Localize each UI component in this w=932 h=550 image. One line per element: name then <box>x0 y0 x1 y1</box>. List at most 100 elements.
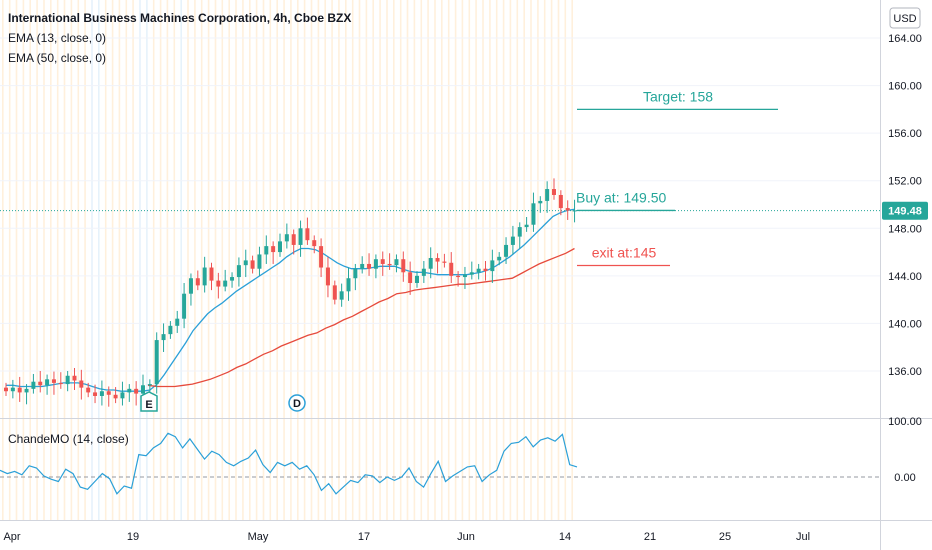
session-stripe <box>194 0 196 520</box>
candle <box>490 249 495 283</box>
candle <box>380 251 385 276</box>
legend-ema50[interactable]: EMA (50, close, 0) <box>8 51 106 65</box>
candle <box>250 255 255 274</box>
candle <box>504 237 509 264</box>
candle <box>58 372 63 389</box>
session-stripe <box>489 0 491 520</box>
session-stripe <box>386 0 388 520</box>
session-stripe <box>550 0 553 520</box>
candle <box>325 256 330 298</box>
session-stripe <box>365 0 368 520</box>
currency-button[interactable]: USD <box>889 7 921 29</box>
candle <box>168 321 173 339</box>
earnings-marker[interactable]: E <box>140 391 158 412</box>
session-stripe <box>207 0 210 520</box>
candle <box>93 384 98 404</box>
candle <box>332 280 337 305</box>
candle <box>435 253 440 274</box>
candle <box>517 222 522 249</box>
session-stripe <box>152 0 155 520</box>
session-stripe <box>214 0 217 520</box>
current-price-badge-bg <box>882 201 928 220</box>
currency-button-label[interactable]: USD <box>893 13 916 25</box>
price-tick-label: 144.00 <box>888 271 922 283</box>
session-stripe <box>77 0 80 520</box>
svg-text:E: E <box>145 399 152 411</box>
session-stripe <box>358 0 361 520</box>
session-stripe <box>125 0 128 520</box>
session-stripe <box>22 0 25 520</box>
candle <box>202 256 207 293</box>
dividend-marker[interactable]: D <box>288 394 306 412</box>
candle <box>449 252 454 283</box>
session-stripe <box>70 0 73 520</box>
candle <box>271 241 276 264</box>
trade-level-annotation[interactable]: Target: 158 <box>577 88 778 111</box>
session-stripe <box>475 0 477 520</box>
trade-level-annotation[interactable]: Buy at: 149.50 <box>576 189 675 212</box>
session-stripe <box>91 0 93 520</box>
candle <box>79 369 84 400</box>
candle <box>182 282 187 329</box>
candle <box>45 374 50 395</box>
session-stripe <box>132 0 134 520</box>
legend-ema13[interactable]: EMA (13, close, 0) <box>8 31 106 45</box>
candle <box>483 260 488 281</box>
price-tick-label: 160.00 <box>888 81 922 93</box>
session-stripe <box>454 0 457 520</box>
price-tick-label: 148.00 <box>888 223 922 235</box>
candle <box>147 379 152 393</box>
candle <box>284 223 289 249</box>
candle <box>257 246 262 276</box>
grid-lines <box>0 37 880 372</box>
session-stripe <box>276 0 278 520</box>
session-stripe <box>379 0 381 520</box>
candle <box>476 263 481 280</box>
time-tick-label: Apr <box>3 531 20 543</box>
chart-legend: International Business Machines Corporat… <box>8 11 351 446</box>
session-stripe <box>461 0 464 520</box>
candle <box>346 267 351 301</box>
time-tick-label: Jul <box>796 531 810 543</box>
session-stripes <box>2 0 573 520</box>
candle <box>558 190 563 216</box>
session-stripe <box>56 0 59 520</box>
price-tick-label: 136.00 <box>888 366 922 378</box>
currency-button-frame[interactable] <box>889 7 921 29</box>
candle <box>31 373 36 394</box>
session-stripe <box>290 0 292 520</box>
cmo-line[interactable] <box>0 432 578 495</box>
session-stripe <box>310 0 313 520</box>
candle <box>154 332 159 394</box>
candle <box>360 256 365 274</box>
session-stripe <box>502 0 505 520</box>
session-stripe <box>36 0 38 520</box>
session-stripe <box>166 0 169 520</box>
session-stripe <box>523 0 525 520</box>
session-stripe <box>413 0 416 520</box>
candle <box>223 269 228 292</box>
session-stripe <box>187 0 189 520</box>
candle <box>298 220 303 257</box>
candle <box>387 253 392 270</box>
candle <box>243 249 248 278</box>
ema50-line[interactable] <box>147 247 575 388</box>
legend-title[interactable]: International Business Machines Corporat… <box>8 11 351 25</box>
session-stripe <box>50 0 52 520</box>
candle <box>367 253 372 276</box>
candle <box>236 257 241 287</box>
session-stripe <box>29 0 31 520</box>
trade-level-annotation[interactable]: exit at:145 <box>577 244 670 267</box>
session-stripe <box>564 0 567 520</box>
session-stripe <box>530 0 532 520</box>
session-stripe <box>351 0 354 520</box>
session-stripe <box>180 0 182 520</box>
candle <box>72 368 77 391</box>
legend-cmo[interactable]: ChandeMO (14, close) <box>8 432 129 446</box>
session-stripe <box>269 0 272 520</box>
session-stripe <box>516 0 519 520</box>
candle <box>51 371 56 395</box>
ema13-line[interactable] <box>6 208 575 392</box>
